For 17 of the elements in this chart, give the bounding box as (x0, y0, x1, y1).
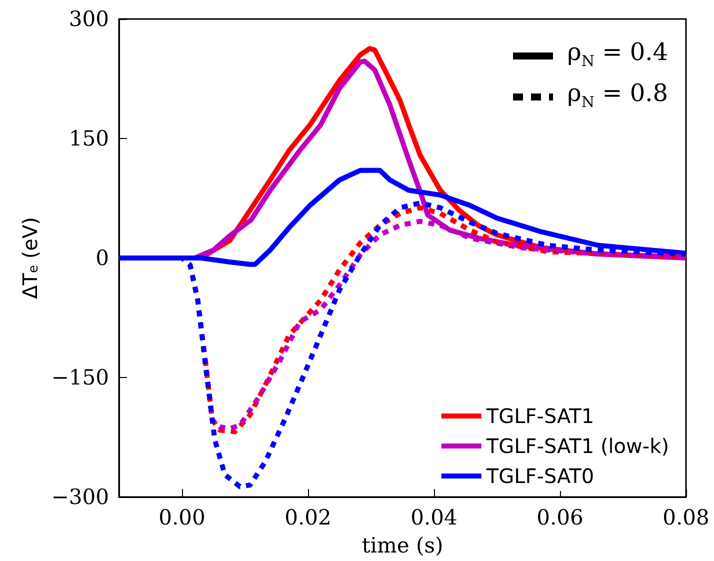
y-tick-label: −150 (51, 366, 109, 390)
y-tick-label: −300 (51, 485, 109, 509)
x-tick-label: 0.08 (662, 506, 710, 530)
y-tick-label: 0 (96, 246, 109, 270)
y-tick-label: 150 (68, 126, 109, 150)
x-tick-label: 0.00 (158, 506, 206, 530)
legend-label: TGLF-SAT1 (low-k) (485, 434, 670, 458)
x-tick-label: 0.06 (536, 506, 584, 530)
y-tick-label: 300 (68, 7, 109, 31)
y-axis-title: ΔTe (eV) (18, 217, 42, 299)
x-tick-label: 0.02 (284, 506, 332, 530)
x-tick-label: 0.04 (410, 506, 458, 530)
legend-label: TGLF-SAT1 (485, 404, 594, 428)
annotation: ρ$_{N}$ = 0.8 (567, 78, 668, 113)
legend-label: TGLF-SAT0 (485, 464, 594, 488)
annotation: ρ$_{N}$ = 0.4 (567, 37, 668, 72)
x-axis-title: time (s) (362, 534, 444, 558)
